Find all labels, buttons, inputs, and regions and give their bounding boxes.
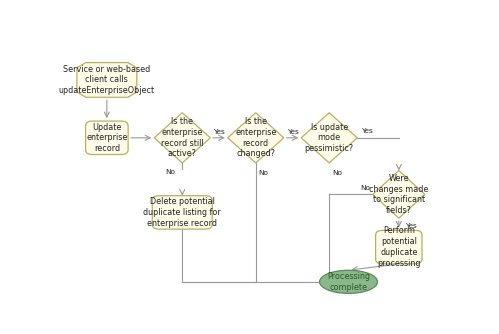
Text: Yes: Yes (405, 223, 416, 229)
Text: Yes: Yes (286, 129, 298, 135)
Text: Service or web-based
client calls
updateEnterpriseObject: Service or web-based client calls update… (59, 65, 155, 95)
Polygon shape (373, 171, 425, 218)
Polygon shape (301, 113, 357, 163)
FancyBboxPatch shape (152, 196, 212, 229)
Text: Perform
potential
duplicate
processing: Perform potential duplicate processing (377, 226, 421, 268)
Polygon shape (154, 113, 210, 163)
Text: Delete potential
duplicate listing for
enterprise record: Delete potential duplicate listing for e… (143, 197, 221, 228)
Text: Yes: Yes (213, 129, 225, 135)
Text: No: No (332, 170, 342, 176)
Text: No: No (258, 170, 268, 176)
Text: Is the
enterprise
record still
active?: Is the enterprise record still active? (161, 117, 204, 158)
Ellipse shape (319, 270, 378, 293)
Text: Were
changes made
to significant
fields?: Were changes made to significant fields? (369, 174, 429, 215)
Text: Is update
mode
pessimistic?: Is update mode pessimistic? (305, 123, 354, 153)
Polygon shape (77, 62, 137, 97)
Text: Processing
complete: Processing complete (327, 272, 370, 292)
FancyBboxPatch shape (86, 121, 128, 155)
Polygon shape (228, 113, 284, 163)
Text: Update
enterprise
record: Update enterprise record (86, 123, 128, 153)
Text: Yes: Yes (361, 128, 373, 134)
FancyBboxPatch shape (376, 230, 422, 264)
Text: No: No (360, 185, 370, 191)
Text: Is the
enterprise
record
changed?: Is the enterprise record changed? (235, 117, 276, 158)
Text: No: No (166, 169, 176, 175)
